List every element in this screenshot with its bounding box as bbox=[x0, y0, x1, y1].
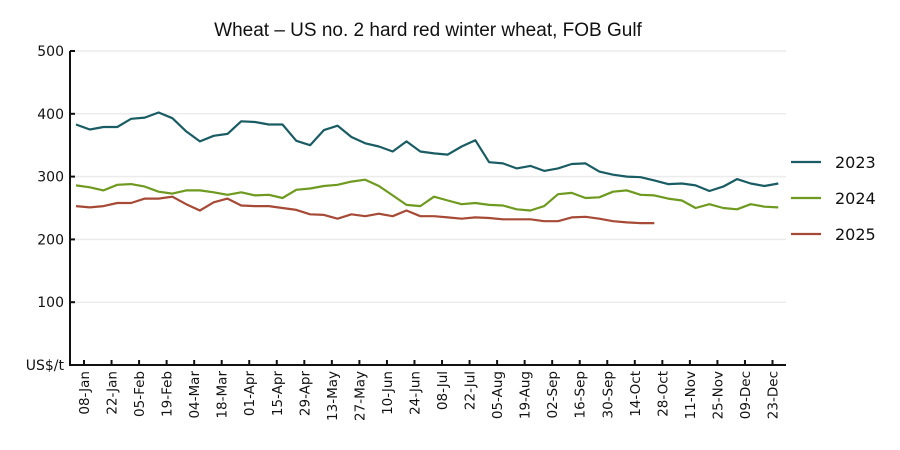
x-tick-label: 16-Sep bbox=[573, 371, 589, 419]
y-tick-label: 200 bbox=[37, 232, 64, 248]
x-tick-label: 02-Sep bbox=[545, 371, 561, 419]
x-tick-label: 27-May bbox=[352, 371, 368, 421]
y-tick-label: 100 bbox=[37, 295, 64, 311]
gridlines bbox=[70, 50, 786, 303]
x-tick-label: 19-Feb bbox=[160, 371, 176, 417]
x-tick-label: 11-Nov bbox=[683, 371, 699, 419]
legend-label: 2024 bbox=[835, 189, 876, 208]
x-tick-label: 29-Apr bbox=[297, 371, 313, 417]
legend: 2023 2024 2025 bbox=[791, 153, 876, 244]
x-tick-label: 01-Apr bbox=[242, 371, 258, 417]
x-tick-label: 14-Oct bbox=[628, 371, 644, 417]
y-tick-label: 500 bbox=[37, 44, 64, 60]
legend-label: 2025 bbox=[835, 225, 876, 244]
x-tick-label: 22-Jan bbox=[105, 371, 121, 415]
x-tick-label: 15-Apr bbox=[270, 371, 286, 417]
x-axis-ticks: 08-Jan 22-Jan 05-Feb 19-Feb 04-Mar 18-Mar 01-A… bbox=[77, 360, 782, 421]
x-tick-label: 05-Aug bbox=[490, 371, 506, 419]
x-tick-label: 19-Aug bbox=[518, 371, 534, 419]
x-tick-label: 05-Feb bbox=[132, 371, 148, 417]
x-tick-label: 18-Mar bbox=[215, 371, 231, 419]
series-lines bbox=[75, 111, 779, 225]
x-tick-label: 24-Jun bbox=[407, 371, 423, 415]
chart-title: Wheat – US no. 2 hard red winter wheat, … bbox=[214, 20, 642, 41]
x-tick-label: 13-May bbox=[325, 371, 341, 421]
x-tick-label: 30-Sep bbox=[600, 371, 616, 419]
x-tick-label: 25-Nov bbox=[710, 371, 726, 419]
series-line-2025 bbox=[75, 195, 655, 225]
x-tick-label: 08-Jul bbox=[435, 371, 451, 410]
series-line-2023 bbox=[75, 111, 779, 193]
y-axis-label: US$/t bbox=[26, 358, 65, 374]
x-tick-label: 08-Jan bbox=[77, 371, 93, 415]
x-tick-label: 09-Dec bbox=[738, 371, 754, 419]
x-tick-label: 23-Dec bbox=[766, 371, 782, 419]
x-tick-label: 04-Mar bbox=[187, 371, 203, 419]
x-tick-label: 22-Jul bbox=[463, 371, 479, 410]
y-tick-label: 300 bbox=[37, 170, 64, 186]
x-tick-label: 28-Oct bbox=[655, 371, 671, 417]
y-tick-label: 400 bbox=[37, 107, 64, 123]
series-line-2024 bbox=[75, 178, 779, 212]
legend-label: 2023 bbox=[835, 153, 876, 172]
x-tick-label: 10-Jun bbox=[380, 371, 396, 415]
